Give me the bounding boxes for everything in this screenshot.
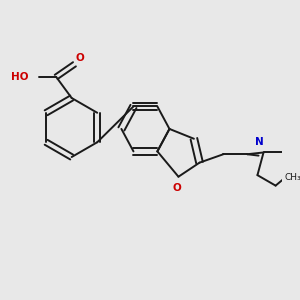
Text: O: O xyxy=(173,183,182,193)
Polygon shape xyxy=(284,152,293,169)
Text: N: N xyxy=(255,137,264,147)
Text: CH₃: CH₃ xyxy=(285,173,300,182)
Text: HO: HO xyxy=(11,72,29,82)
Text: O: O xyxy=(76,53,85,63)
